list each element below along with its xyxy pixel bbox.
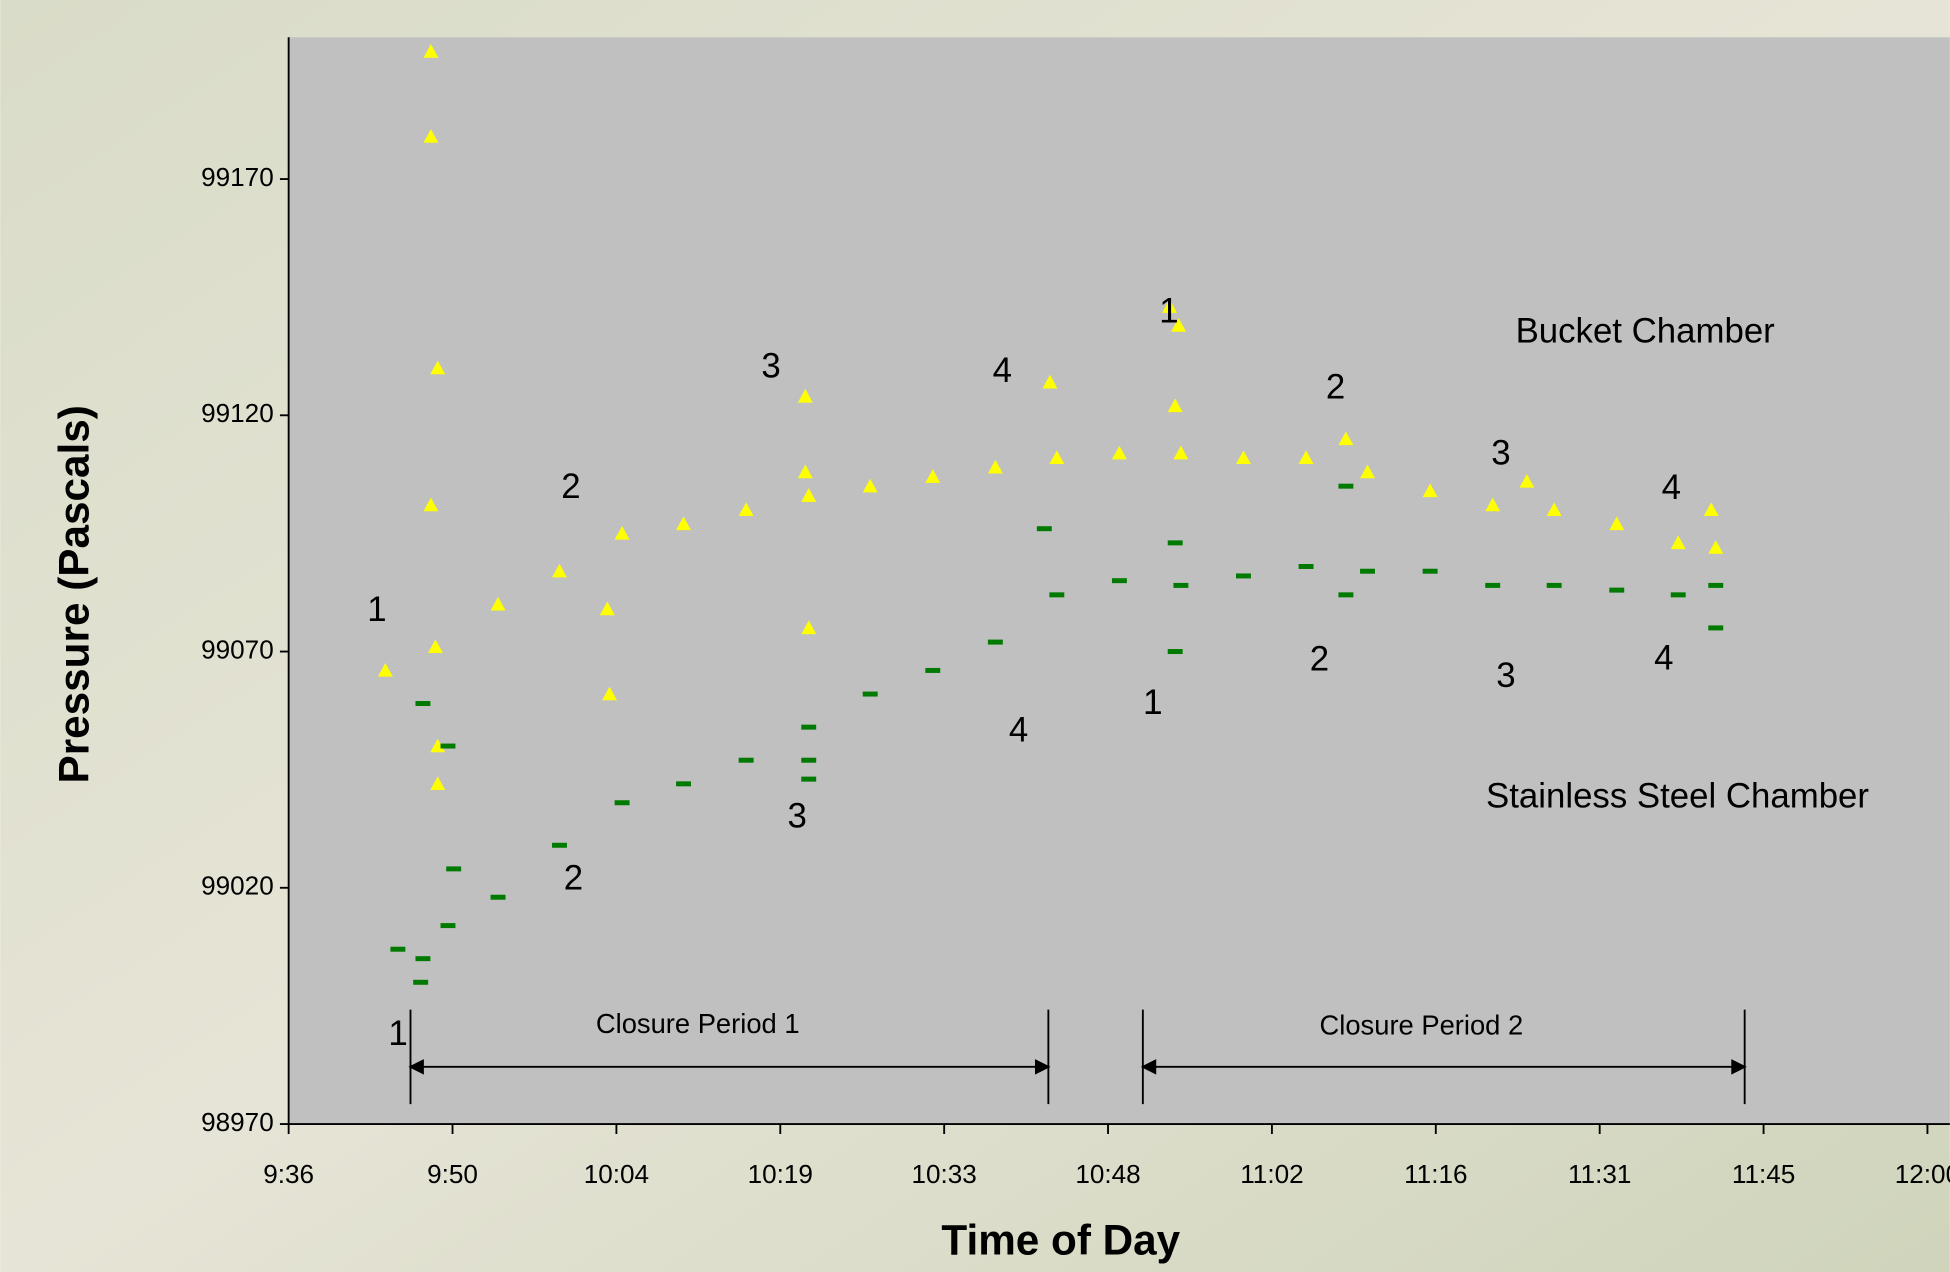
y-axis-title: Pressure (Pascals) <box>50 405 97 783</box>
point <box>552 843 567 848</box>
x-tick-label: 10:33 <box>911 1159 976 1189</box>
point <box>1173 583 1188 588</box>
point <box>1360 569 1375 574</box>
y-tick-label: 99070 <box>201 634 274 664</box>
point <box>1168 540 1183 545</box>
point <box>801 777 816 782</box>
annotation: 1 <box>1143 683 1162 722</box>
annotation: 3 <box>1491 433 1510 472</box>
point <box>1299 564 1314 569</box>
point <box>801 758 816 763</box>
x-axis-title: Time of Day <box>941 1217 1180 1264</box>
point <box>1609 588 1624 593</box>
point <box>1423 569 1438 574</box>
annotation: 4 <box>993 351 1012 390</box>
x-tick-label: 10:19 <box>748 1159 813 1189</box>
annotation: Closure Period 2 <box>1320 1009 1524 1040</box>
annotation: 3 <box>788 796 807 835</box>
x-tick-label: 9:50 <box>427 1159 478 1189</box>
point <box>390 947 405 952</box>
annotation: 1 <box>367 590 386 629</box>
annotation: 4 <box>1662 468 1681 507</box>
annotation: Closure Period 1 <box>596 1008 800 1039</box>
point <box>988 640 1003 645</box>
annotation: 2 <box>1310 640 1329 679</box>
x-tick-label: 11:16 <box>1404 1159 1467 1189</box>
point <box>415 701 430 706</box>
point <box>441 923 456 928</box>
point <box>1168 649 1183 654</box>
x-tick-label: 12:00 <box>1895 1159 1950 1189</box>
series-label: Stainless Steel Chamber <box>1486 776 1869 815</box>
point <box>1112 578 1127 583</box>
annotation: 1 <box>1159 292 1178 331</box>
point <box>413 980 428 985</box>
chart: Pressure (Pascals) Time of Day 98970 9902… <box>0 0 1950 1272</box>
point <box>1708 583 1723 588</box>
point <box>1049 592 1064 597</box>
point <box>801 725 816 730</box>
annotation: 4 <box>1654 638 1673 677</box>
series-label: Bucket Chamber <box>1516 311 1776 350</box>
point <box>1236 573 1251 578</box>
annotation: 3 <box>761 346 780 385</box>
point <box>1037 526 1052 531</box>
x-tick-label: 10:48 <box>1075 1159 1140 1189</box>
y-tick-label: 99120 <box>201 398 274 428</box>
point <box>863 692 878 697</box>
point <box>1485 583 1500 588</box>
annotation: 4 <box>1009 711 1028 750</box>
x-tick-label: 9:36 <box>263 1159 314 1189</box>
point <box>925 668 940 673</box>
point <box>1338 592 1353 597</box>
point <box>441 744 456 749</box>
point <box>415 956 430 961</box>
point <box>739 758 754 763</box>
annotation: 2 <box>564 859 583 898</box>
point <box>446 866 461 871</box>
point <box>1708 625 1723 630</box>
x-tick-label: 11:02 <box>1240 1159 1303 1189</box>
y-tick-label: 98970 <box>201 1107 274 1137</box>
point <box>1671 592 1686 597</box>
x-tick-label: 11:45 <box>1732 1159 1795 1189</box>
annotation: 1 <box>388 1014 407 1053</box>
y-tick-label: 99170 <box>201 162 274 192</box>
point <box>676 781 691 786</box>
point <box>491 895 506 900</box>
x-tick-label: 11:31 <box>1568 1159 1631 1189</box>
annotation: 2 <box>561 467 580 506</box>
page: {"chart_data":{"type":"scatter", "xlabel… <box>0 0 1950 1272</box>
annotation: 2 <box>1326 367 1345 406</box>
annotation: 3 <box>1496 656 1515 695</box>
y-tick-label: 99020 <box>201 871 274 901</box>
x-tick-label: 10:04 <box>584 1159 649 1189</box>
point <box>615 800 630 805</box>
point <box>1547 583 1562 588</box>
point <box>1338 484 1353 489</box>
